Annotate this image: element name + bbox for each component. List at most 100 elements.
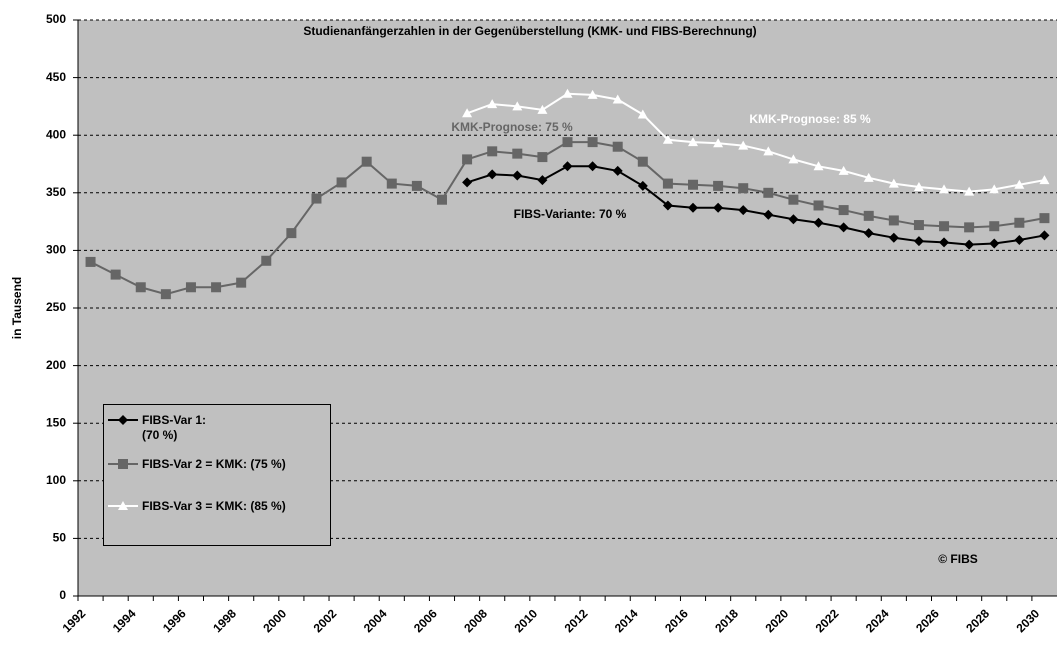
marker bbox=[487, 169, 498, 180]
marker bbox=[311, 193, 322, 204]
marker bbox=[989, 238, 1000, 249]
marker bbox=[562, 161, 573, 172]
y-tick-label: 500 bbox=[46, 12, 66, 26]
x-tick-label: 2010 bbox=[511, 606, 540, 635]
marker bbox=[135, 282, 146, 293]
legend-label: FIBS-Var 2 = KMK: (75 %) bbox=[142, 457, 286, 471]
marker bbox=[487, 99, 498, 109]
marker bbox=[813, 217, 824, 228]
y-tick-label: 0 bbox=[59, 588, 66, 602]
marker bbox=[118, 501, 128, 510]
x-tick-label: 1994 bbox=[110, 606, 139, 635]
x-tick-label: 2000 bbox=[260, 606, 289, 635]
legend-swatch bbox=[108, 501, 138, 510]
legend-entry: FIBS-Var 3 = KMK: (85 %) bbox=[104, 499, 286, 515]
annotation: KMK-Prognose: 85 % bbox=[749, 112, 871, 126]
y-tick-label: 400 bbox=[46, 127, 66, 141]
marker bbox=[939, 184, 950, 194]
marker bbox=[587, 137, 598, 148]
marker bbox=[637, 180, 648, 191]
marker bbox=[688, 137, 699, 147]
x-tick-label: 1998 bbox=[210, 606, 239, 635]
marker bbox=[512, 148, 523, 159]
y-tick-label: 200 bbox=[46, 358, 66, 372]
annotation: © FIBS bbox=[938, 552, 978, 566]
marker bbox=[913, 182, 924, 192]
marker bbox=[512, 170, 523, 181]
marker bbox=[738, 140, 749, 150]
x-tick-label: 2008 bbox=[461, 606, 490, 635]
marker bbox=[261, 255, 272, 266]
marker bbox=[562, 88, 573, 98]
marker bbox=[587, 161, 598, 172]
marker bbox=[863, 210, 874, 221]
marker bbox=[118, 415, 128, 425]
marker bbox=[185, 282, 196, 293]
marker bbox=[964, 222, 975, 233]
x-tick-label: 2004 bbox=[361, 606, 390, 635]
marker bbox=[713, 180, 724, 191]
marker bbox=[612, 141, 623, 152]
marker bbox=[738, 183, 749, 194]
y-tick-label: 100 bbox=[46, 473, 66, 487]
marker bbox=[738, 205, 749, 216]
marker bbox=[863, 228, 874, 239]
marker bbox=[487, 146, 498, 157]
marker bbox=[888, 215, 899, 226]
legend: FIBS-Var 1: (70 %) FIBS-Var 2 = KMK: (75 … bbox=[103, 404, 331, 546]
marker bbox=[236, 277, 247, 288]
y-tick-label: 300 bbox=[46, 243, 66, 257]
marker bbox=[939, 221, 950, 232]
x-tick-label: 2026 bbox=[913, 606, 942, 635]
marker bbox=[888, 232, 899, 243]
marker bbox=[211, 282, 222, 293]
marker bbox=[1039, 230, 1050, 241]
marker bbox=[989, 184, 1000, 194]
y-tick-label: 250 bbox=[46, 300, 66, 314]
x-tick-label: 2014 bbox=[612, 606, 641, 635]
marker bbox=[411, 180, 422, 191]
marker bbox=[838, 222, 849, 233]
chart-title: Studienanfängerzahlen in der Gegenüberst… bbox=[303, 24, 756, 38]
x-tick-label: 2022 bbox=[813, 606, 842, 635]
marker bbox=[462, 154, 473, 165]
marker bbox=[1039, 175, 1050, 185]
x-tick-label: 2012 bbox=[562, 606, 591, 635]
marker bbox=[838, 165, 849, 175]
legend-label: FIBS-Var 3 = KMK: (85 %) bbox=[142, 499, 286, 513]
x-tick-label: 2020 bbox=[762, 606, 791, 635]
y-axis-label: in Tausend bbox=[10, 277, 24, 339]
legend-entry: FIBS-Var 1: (70 %) bbox=[104, 413, 206, 443]
marker bbox=[688, 202, 699, 213]
x-tick-label: 2002 bbox=[311, 606, 340, 635]
marker bbox=[160, 289, 171, 300]
marker bbox=[336, 177, 347, 188]
marker bbox=[863, 172, 874, 182]
marker bbox=[612, 94, 623, 104]
x-tick-label: 2016 bbox=[662, 606, 691, 635]
x-tick-label: 1996 bbox=[160, 606, 189, 635]
marker bbox=[587, 89, 598, 99]
marker bbox=[688, 179, 699, 190]
marker bbox=[462, 108, 473, 118]
marker bbox=[462, 177, 473, 188]
marker bbox=[512, 101, 523, 111]
legend-swatch bbox=[108, 459, 138, 469]
marker bbox=[85, 256, 96, 267]
marker bbox=[813, 200, 824, 211]
marker bbox=[118, 459, 128, 469]
legend-swatch bbox=[108, 415, 138, 425]
marker bbox=[788, 214, 799, 225]
marker bbox=[939, 237, 950, 248]
marker bbox=[361, 156, 372, 167]
legend-entry: FIBS-Var 2 = KMK: (75 %) bbox=[104, 457, 286, 473]
x-tick-label: 2030 bbox=[1013, 606, 1042, 635]
marker bbox=[788, 194, 799, 205]
marker bbox=[286, 228, 297, 239]
marker bbox=[913, 236, 924, 247]
annotation: FIBS-Variante: 70 % bbox=[514, 207, 627, 221]
marker bbox=[888, 178, 899, 188]
marker bbox=[436, 194, 447, 205]
marker bbox=[964, 239, 975, 250]
